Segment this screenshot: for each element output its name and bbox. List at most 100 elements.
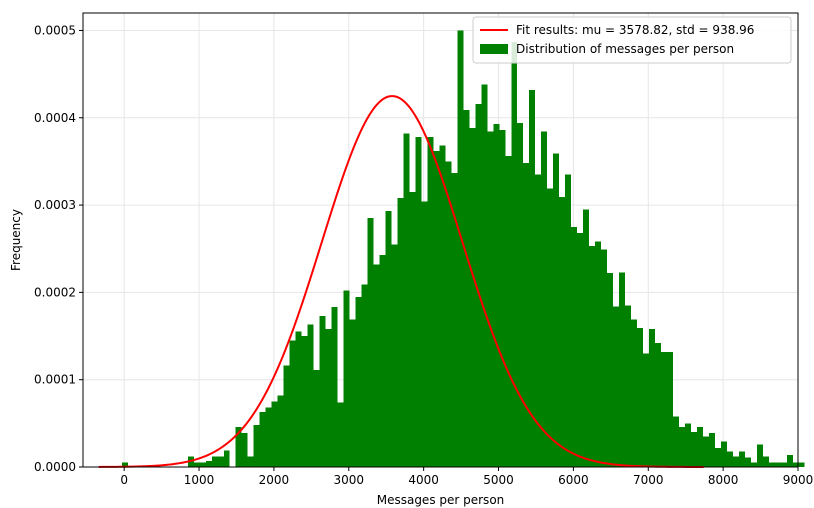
histogram-bar — [553, 153, 560, 468]
histogram-bar — [433, 150, 440, 467]
y-tick-label: 0.0004 — [34, 111, 76, 125]
histogram-bar — [786, 454, 793, 467]
histogram-bar — [619, 272, 626, 467]
histogram-bar — [481, 84, 488, 467]
histogram-bar — [613, 306, 620, 467]
histogram-bar — [439, 145, 446, 467]
histogram-bar — [565, 174, 572, 467]
histogram-bar — [589, 246, 596, 467]
histogram-bar — [708, 432, 715, 467]
x-tick-label: 1000 — [184, 473, 215, 487]
histogram-bar — [547, 188, 554, 467]
histogram-bar — [666, 351, 673, 467]
histogram-bar — [601, 249, 608, 467]
histogram-bar — [780, 462, 787, 467]
x-tick-label: 8000 — [708, 473, 739, 487]
histogram-bar — [217, 456, 224, 467]
histogram-bar — [343, 290, 350, 467]
y-axis-ticks: 0.0000 0.0001 0.0002 0.0003 0.0004 0.0005 — [34, 23, 83, 474]
histogram-bar — [193, 462, 200, 467]
histogram-bar — [409, 191, 416, 467]
histogram-bar — [649, 329, 655, 467]
histogram-bar — [750, 462, 757, 467]
histogram-bar — [637, 328, 644, 467]
histogram-bar — [337, 402, 344, 467]
histogram-bar — [223, 450, 230, 467]
histogram-bar — [756, 444, 763, 467]
histogram-bar — [331, 307, 338, 467]
histogram-bar — [660, 351, 667, 467]
histogram-bar — [774, 462, 781, 467]
y-tick-label: 0.0000 — [34, 460, 76, 474]
histogram-bar — [655, 343, 661, 467]
histogram-bar — [271, 401, 278, 467]
histogram-bar — [577, 233, 584, 467]
histogram-bar — [487, 131, 494, 467]
histogram-bar — [355, 296, 362, 467]
histogram-bars — [121, 30, 805, 468]
histogram-bar — [529, 89, 536, 467]
histogram-bar — [415, 136, 422, 467]
histogram-bar — [792, 462, 799, 467]
histogram-bar — [732, 456, 739, 467]
histogram-bar — [744, 457, 751, 467]
histogram-bar — [373, 264, 380, 467]
y-tick-label: 0.0003 — [34, 198, 76, 212]
histogram-bar — [714, 447, 721, 467]
histogram-bar — [265, 407, 272, 467]
y-tick-label: 0.0002 — [34, 285, 76, 299]
histogram-bar — [523, 163, 530, 467]
x-tick-label: 4000 — [408, 473, 439, 487]
x-tick-label: 3000 — [334, 473, 365, 487]
fit-curve-layer — [98, 95, 704, 468]
histogram-bar — [295, 331, 302, 467]
histogram-bar — [385, 211, 392, 467]
histogram-bar — [247, 456, 254, 467]
histogram-bar — [205, 460, 212, 467]
histogram-bar — [121, 462, 128, 467]
histogram-bar — [463, 109, 470, 468]
y-axis-label: Frequency — [9, 209, 23, 271]
histogram-bar — [768, 462, 775, 467]
x-tick-label: 0 — [120, 473, 128, 487]
y-tick-label: 0.0001 — [34, 373, 76, 387]
histogram-bar — [595, 241, 602, 467]
histogram-bar — [690, 432, 697, 467]
histogram-bar — [535, 174, 542, 467]
histogram-bar — [397, 198, 404, 468]
x-tick-label: 2000 — [259, 473, 290, 487]
histogram-bar — [631, 319, 638, 467]
histogram-bar — [499, 129, 506, 467]
x-axis-ticks: 0 1000 2000 3000 4000 5000 6000 7000 8000 9000 — [120, 467, 813, 487]
histogram-bar — [391, 244, 398, 467]
legend-fit-label: Fit results: mu = 3578.82, std = 938.96 — [516, 23, 754, 37]
histogram-bar — [457, 30, 464, 467]
histogram-bar — [475, 103, 482, 468]
histogram-bar — [259, 411, 266, 467]
legend: Fit results: mu = 3578.82, std = 938.96 … — [472, 16, 792, 64]
histogram-bar — [559, 197, 566, 467]
histogram-bar — [505, 156, 512, 467]
histogram-bar — [445, 161, 452, 467]
histogram-bar — [379, 254, 386, 467]
x-tick-label: 6000 — [558, 473, 589, 487]
histogram-bar — [361, 284, 368, 467]
histogram-bar — [720, 441, 727, 467]
x-tick-label: 9000 — [783, 473, 814, 487]
histogram-bar — [421, 201, 428, 468]
histogram-bar — [451, 172, 458, 467]
histogram-bar — [643, 353, 650, 467]
histogram-bar — [427, 136, 434, 467]
histogram-bar — [325, 329, 332, 467]
histogram-bar — [235, 426, 242, 467]
x-axis-label: Messages per person — [377, 493, 505, 507]
histogram-bar — [583, 209, 590, 467]
histogram-bar — [571, 226, 578, 467]
histogram-bar — [403, 133, 410, 467]
histogram-bar — [493, 123, 500, 467]
x-tick-label: 7000 — [633, 473, 664, 487]
histogram-bar — [319, 315, 326, 467]
histogram-bar — [307, 324, 314, 467]
histogram-bar — [469, 128, 476, 467]
